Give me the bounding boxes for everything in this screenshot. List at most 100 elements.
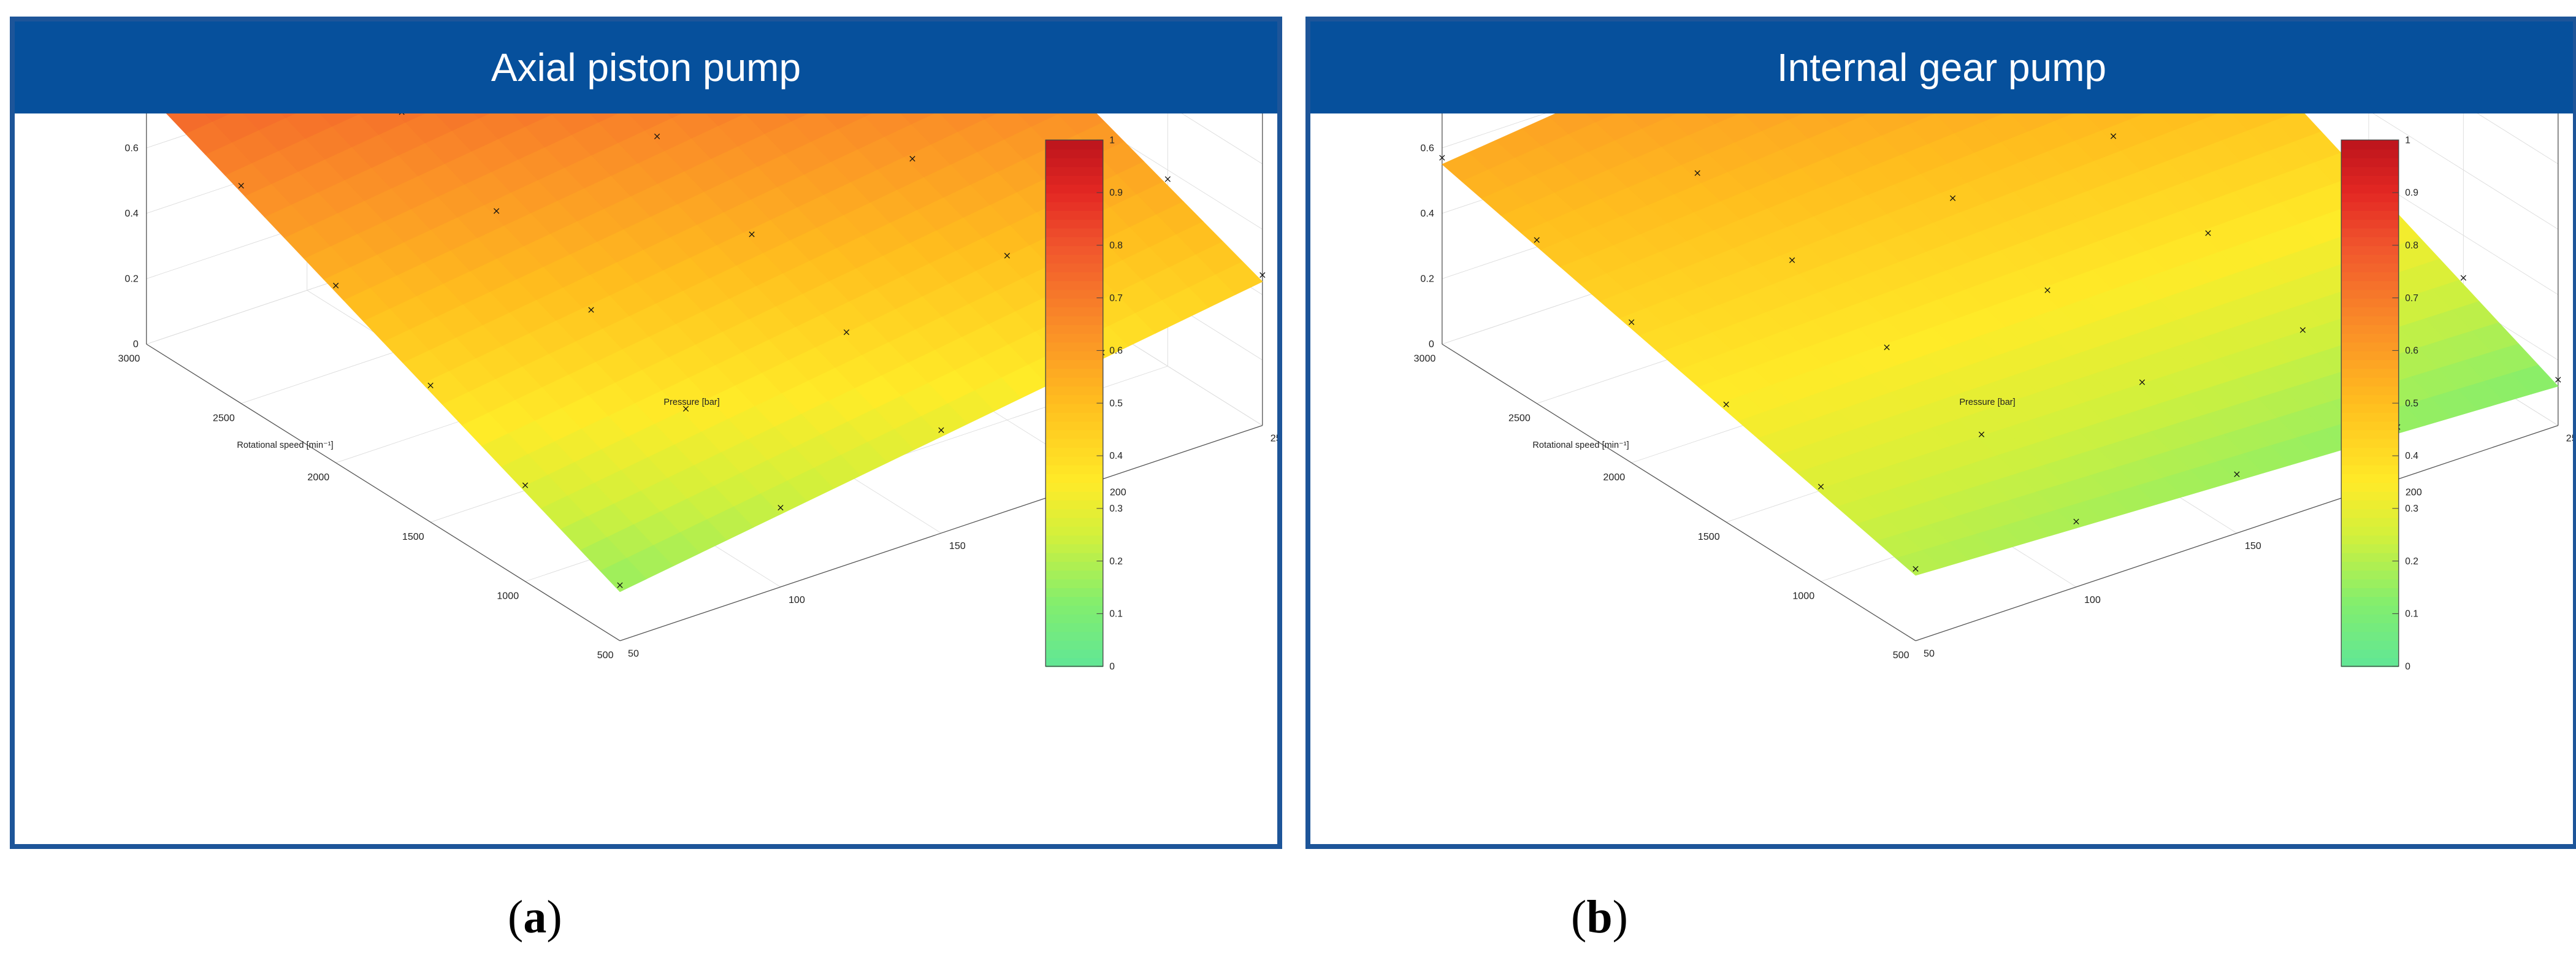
surface-patch	[1703, 113, 1741, 125]
colorbar-segment	[1045, 631, 1103, 641]
surface-patch	[589, 113, 619, 123]
grid-line	[1181, 113, 1263, 164]
colorbar-segment	[2341, 491, 2399, 501]
colorbar-segment	[1045, 210, 1103, 220]
colorbar-segment	[2341, 429, 2399, 439]
colorbar-segment	[1045, 605, 1103, 615]
data-marker	[494, 208, 500, 214]
colorbar-segment	[2341, 534, 2399, 545]
colorbar-segment	[1045, 587, 1103, 597]
colorbar-segment	[1045, 569, 1103, 580]
data-marker	[238, 183, 244, 189]
z-tick-label: 0	[133, 339, 139, 350]
y-tick-label: 250	[2566, 433, 2573, 444]
colorbar-segment	[2341, 140, 2399, 150]
colorbar-segment	[2341, 175, 2399, 185]
plot-area: 00.20.40.60.8130002500200015001000500501…	[118, 113, 1277, 672]
colorbar-tick-label: 0.3	[1109, 504, 1123, 514]
colorbar-segment	[1045, 543, 1103, 553]
colorbar-segment	[1045, 517, 1103, 527]
data-markers	[1439, 133, 2561, 572]
colorbar-tick-label: 0.2	[2405, 556, 2418, 567]
colorbar-tick-label: 0.4	[2405, 451, 2418, 461]
z-tick-label: 0.4	[124, 208, 138, 219]
colorbar-segment	[2341, 193, 2399, 202]
data-marker	[1694, 170, 1700, 176]
x-tick-label: 1000	[1792, 590, 1814, 601]
y-tick-label: 50	[1924, 648, 1935, 659]
colorbar-segment	[1045, 420, 1103, 431]
data-marker	[1949, 195, 1956, 201]
surface-patch	[473, 113, 491, 120]
chart-title: Internal gear pump	[1310, 21, 2573, 113]
colorbar-segment	[2341, 271, 2399, 282]
colorbar-segment	[1045, 263, 1103, 272]
z-tick-label: 0	[1429, 339, 1434, 350]
surface-patch	[396, 113, 427, 123]
surface-patch	[861, 113, 873, 117]
colorbar-segment	[2341, 280, 2399, 290]
z-tick-label: 0.6	[124, 142, 138, 153]
colorbar-segment	[1045, 403, 1103, 413]
x-tick-label: 2500	[1508, 412, 1531, 423]
colorbar-segment	[1045, 228, 1103, 237]
colorbar-segment	[2341, 201, 2399, 211]
colorbar-segment	[1045, 289, 1103, 299]
x-axis-label: Rotational speed [min⁻¹]	[1532, 440, 1629, 450]
colorbar-segment	[2341, 552, 2399, 562]
colorbar-tick-label: 0.3	[2405, 504, 2418, 514]
surface-patch	[1664, 113, 1678, 118]
colorbar-segment	[2341, 342, 2399, 351]
colorbar-segment	[2341, 622, 2399, 632]
data-marker	[1164, 176, 1171, 182]
colorbar-segment	[2341, 228, 2399, 237]
grid-line	[1077, 113, 1263, 230]
colorbar-segment	[1045, 385, 1103, 396]
data-marker	[1884, 344, 1890, 350]
data-marker	[2110, 133, 2117, 139]
surface-patch	[900, 113, 936, 125]
colorbar-segment	[2341, 543, 2399, 553]
colorbar-segment	[1045, 271, 1103, 282]
colorbar-segment	[1045, 438, 1103, 448]
colorbar-segment	[1045, 447, 1103, 457]
colorbar-segment	[1045, 596, 1103, 606]
colorbar-segment	[2341, 218, 2399, 229]
data-marker	[617, 582, 623, 588]
y-tick-label: 100	[789, 594, 805, 605]
panel-internal-gear-pump: Internal gear pump 0 0.2 0.4 0.6 0.8 1 3000 250…	[1305, 17, 2576, 849]
surface-patch	[1585, 113, 1617, 123]
colorbar-tick-label: 0.9	[1109, 188, 1123, 198]
panel-axial-piston-pump: Axial piston pump 00.20.40.60.8130002500…	[10, 17, 1282, 849]
colorbar-segment	[2341, 394, 2399, 404]
caption-a: (a)	[508, 891, 562, 943]
colorbar-segment	[2341, 648, 2399, 659]
colorbar-segment	[1045, 508, 1103, 518]
surface-patch	[783, 113, 810, 122]
colorbar-segment	[1045, 201, 1103, 211]
colorbar-segment	[2341, 456, 2399, 466]
data-marker	[1817, 483, 1824, 490]
colorbar-segment	[2341, 464, 2399, 474]
axis-line	[619, 424, 1263, 642]
colorbar-segment	[2341, 526, 2399, 536]
colorbar-segment	[1045, 640, 1103, 650]
data-marker	[938, 427, 944, 433]
x-tick-label: 3000	[1414, 353, 1436, 364]
colorbar-segment	[1045, 332, 1103, 343]
colorbar-segment	[1045, 456, 1103, 466]
colorbar-segment	[1045, 394, 1103, 404]
data-marker	[749, 231, 755, 237]
surface-patch	[2121, 113, 2146, 121]
y-tick-label: 100	[2084, 594, 2101, 605]
data-marker	[588, 307, 594, 313]
x-tick-label: 1500	[402, 531, 424, 542]
data-marker	[1629, 319, 1635, 325]
colorbar-segment	[1045, 377, 1103, 386]
colorbar-tick-label: 0.1	[1109, 609, 1123, 620]
colorbar-tick-label: 1	[2405, 135, 2410, 145]
colorbar-segment	[1045, 236, 1103, 247]
data-marker	[843, 329, 850, 336]
grid-line	[2477, 113, 2559, 164]
colorbar-segment	[2341, 210, 2399, 220]
